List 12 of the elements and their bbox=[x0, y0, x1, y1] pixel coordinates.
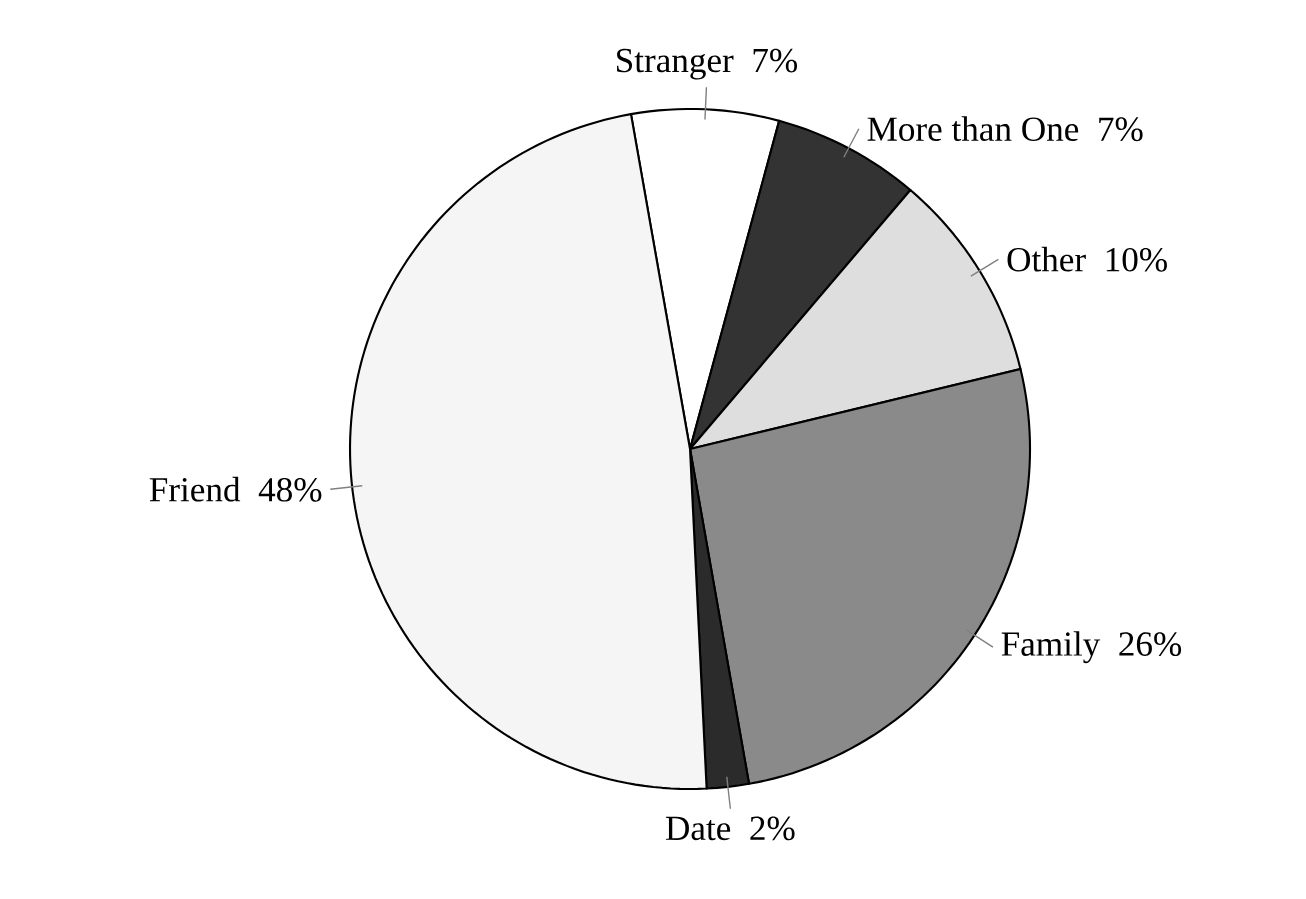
slice-label: Stranger bbox=[617, 48, 734, 80]
data-label: 2% bbox=[750, 816, 795, 841]
data-label: 26% bbox=[1119, 632, 1182, 657]
slice-label: Other bbox=[1007, 246, 1086, 272]
slice-label: Family bbox=[1001, 631, 1101, 664]
slice-label: More than One bbox=[867, 116, 1079, 142]
data-label: 7% bbox=[1099, 117, 1143, 142]
data-label: 10% bbox=[1106, 247, 1167, 272]
data-label: 48% bbox=[258, 477, 322, 502]
slice-label: Friend bbox=[149, 476, 241, 502]
slice-label: Date bbox=[665, 816, 731, 841]
data-label: 7% bbox=[753, 48, 798, 73]
